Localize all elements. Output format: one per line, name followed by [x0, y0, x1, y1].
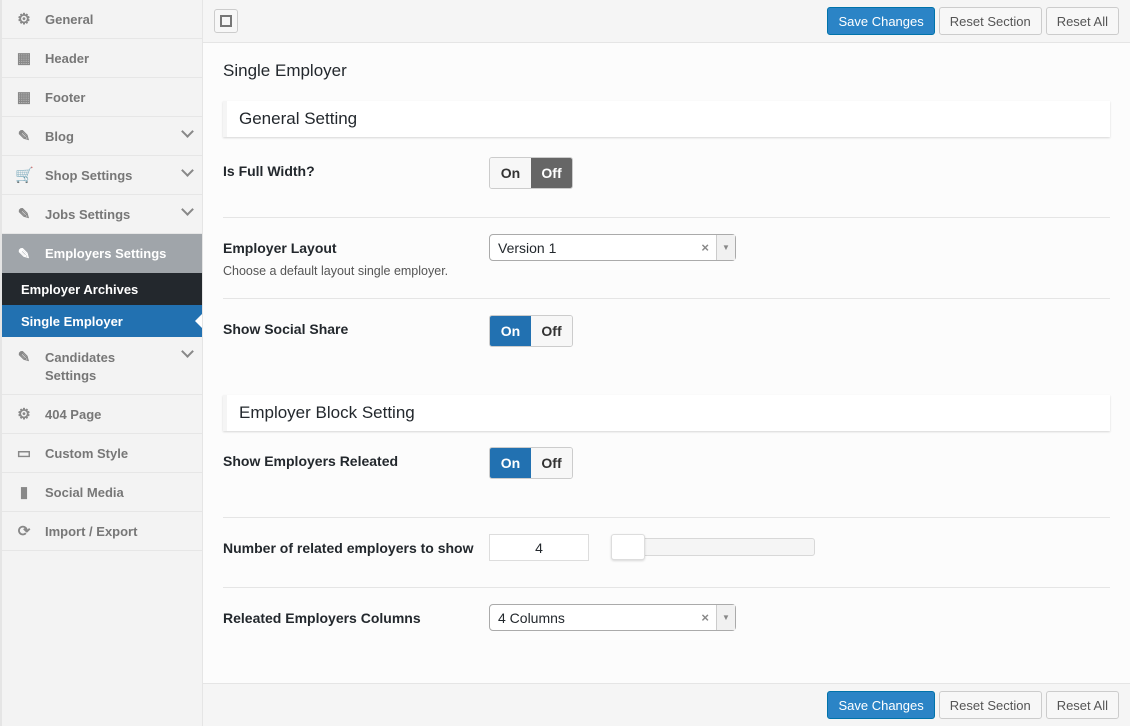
main-panel: Save Changes Reset Section Reset All Sin… — [203, 0, 1130, 726]
sidebar-item-label: Jobs Settings — [45, 206, 131, 222]
layout-toggle-icon[interactable] — [214, 9, 238, 33]
sidebar-item-label: Header — [45, 50, 90, 66]
social-share-toggle[interactable]: On Off — [489, 315, 573, 347]
pencil-icon: ✎ — [17, 245, 31, 263]
sidebar: ⚙ General ▦ Header ▦ Footer ✎ Blog 🛒 Shop Set… — [0, 0, 203, 726]
chevron-down-icon — [181, 345, 194, 358]
sidebar-item-header[interactable]: ▦ Header — [2, 39, 202, 78]
sidebar-item-general[interactable]: ⚙ General — [2, 0, 202, 39]
sidebar-item-employers-settings[interactable]: ✎ Employers Settings — [2, 234, 202, 273]
pencil-icon: ✎ — [17, 349, 31, 366]
toggle-on[interactable]: On — [490, 316, 531, 346]
cart-icon: 🛒 — [15, 167, 34, 184]
field-full-width: Is Full Width? On Off — [223, 137, 1110, 218]
sidebar-item-social-media[interactable]: ▮ Social Media — [2, 473, 202, 512]
dropdown-arrow-icon[interactable]: ▼ — [716, 605, 735, 630]
reset-section-button[interactable]: Reset Section — [938, 7, 1042, 35]
reset-section-button[interactable]: Reset Section — [938, 691, 1042, 719]
sidebar-subitem-single-employer[interactable]: Single Employer — [2, 305, 202, 337]
sidebar-item-label: Footer — [45, 89, 86, 105]
save-changes-button[interactable]: Save Changes — [827, 691, 935, 719]
sidebar-item-label: Shop Settings — [45, 167, 133, 183]
sidebar-item-404-page[interactable]: ⚙ 404 Page — [2, 395, 202, 434]
slider-handle[interactable] — [611, 534, 645, 560]
clear-icon[interactable]: × — [701, 240, 709, 255]
page-title: Single Employer — [223, 61, 347, 80]
employer-layout-select[interactable]: Version 1 × ▼ — [489, 234, 736, 261]
sidebar-item-label: Candidates Settings — [45, 350, 116, 383]
sidebar-item-jobs-settings[interactable]: ✎ Jobs Settings — [2, 195, 202, 234]
field-label: Releated Employers Columns — [223, 610, 421, 626]
field-label: Employer Layout — [223, 240, 337, 256]
full-width-toggle[interactable]: On Off — [489, 157, 573, 189]
show-related-toggle[interactable]: On Off — [489, 447, 573, 479]
css-icon: ▭ — [16, 445, 32, 462]
sidebar-item-label: Social Media — [45, 484, 124, 500]
dropdown-arrow-icon[interactable]: ▼ — [716, 235, 735, 260]
related-columns-select[interactable]: 4 Columns × ▼ — [489, 604, 736, 631]
clear-icon[interactable]: × — [701, 610, 709, 625]
pencil-icon: ✎ — [17, 206, 31, 223]
sidebar-item-shop-settings[interactable]: 🛒 Shop Settings — [2, 156, 202, 195]
sidebar-item-label: Import / Export — [45, 523, 138, 539]
sidebar-item-import-export[interactable]: ⟳ Import / Export — [2, 512, 202, 551]
sidebar-item-label: Blog — [45, 128, 74, 144]
chevron-down-icon — [181, 203, 194, 216]
field-social-share: Show Social Share On Off — [223, 299, 1110, 395]
field-label: Is Full Width? — [223, 163, 315, 179]
sidebar-item-label: Employers Settings — [45, 246, 167, 261]
gears-icon: ⚙ — [17, 11, 31, 28]
sidebar-subitem-employer-archives[interactable]: Employer Archives — [2, 273, 202, 305]
sidebar-item-label: 404 Page — [45, 406, 102, 422]
sidebar-item-label: General — [45, 11, 94, 27]
toggle-off[interactable]: Off — [531, 316, 572, 346]
top-toolbar: Save Changes Reset Section Reset All — [203, 0, 1130, 43]
toggle-off[interactable]: Off — [531, 448, 572, 478]
number-related-slider[interactable] — [611, 534, 815, 560]
header-layout-icon: ▦ — [16, 50, 32, 67]
section-employer-block-setting: Employer Block Setting — [223, 395, 1110, 431]
section-general-setting: General Setting — [223, 101, 1110, 137]
field-label: Number of related employers to show — [223, 540, 474, 556]
toggle-on[interactable]: On — [490, 448, 531, 478]
reset-all-button[interactable]: Reset All — [1045, 691, 1119, 719]
field-related-columns: Releated Employers Columns 4 Columns × ▼ — [223, 588, 1110, 651]
gear-icon: ⚙ — [17, 406, 31, 423]
refresh-icon: ⟳ — [17, 523, 31, 540]
sidebar-item-footer[interactable]: ▦ Footer — [2, 78, 202, 117]
sidebar-item-blog[interactable]: ✎ Blog — [2, 117, 202, 156]
select-value: Version 1 — [498, 239, 557, 256]
sidebar-item-candidates-settings[interactable]: ✎ Candidates Settings — [2, 337, 202, 395]
field-label: Show Social Share — [223, 321, 349, 337]
toggle-on[interactable]: On — [490, 158, 531, 188]
field-employer-layout: Employer Layout Choose a default layout s… — [223, 218, 1110, 299]
save-changes-button[interactable]: Save Changes — [827, 7, 935, 35]
field-show-related: Show Employers Releated On Off — [223, 431, 1110, 518]
chevron-down-icon — [181, 164, 194, 177]
footer-layout-icon: ▦ — [16, 89, 32, 106]
select-value: 4 Columns — [498, 609, 565, 626]
field-label: Show Employers Releated — [223, 453, 399, 469]
number-related-input[interactable]: 4 — [489, 534, 589, 561]
reset-all-button[interactable]: Reset All — [1045, 7, 1119, 35]
sidebar-item-label: Custom Style — [45, 445, 129, 461]
field-number-related: Number of related employers to show 4 — [223, 518, 1110, 588]
field-description: Choose a default layout single employer. — [223, 264, 449, 278]
document-icon: ▮ — [19, 484, 29, 501]
pencil-icon: ✎ — [17, 128, 31, 145]
chevron-down-icon — [181, 125, 194, 138]
bottom-toolbar: Save Changes Reset Section Reset All — [203, 683, 1130, 726]
sidebar-item-custom-style[interactable]: ▭ Custom Style — [2, 434, 202, 473]
toggle-off[interactable]: Off — [531, 158, 572, 188]
